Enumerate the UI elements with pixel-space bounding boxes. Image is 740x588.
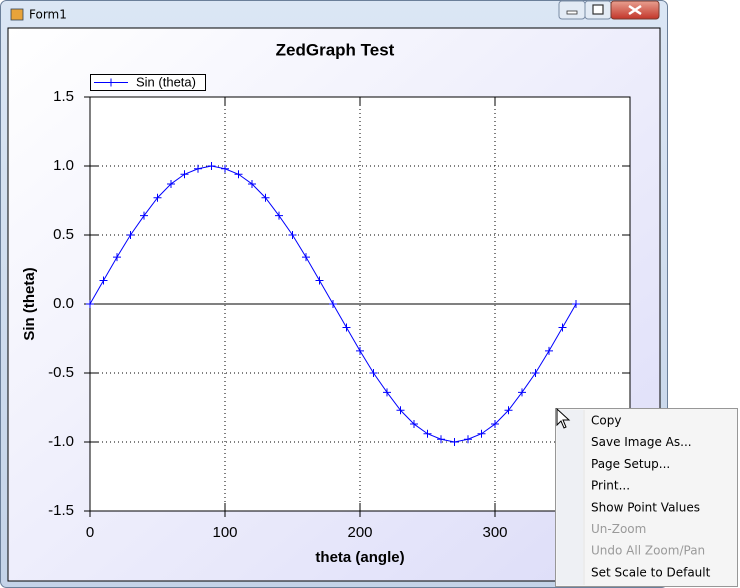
y-tick-label: -1.0 (48, 433, 74, 450)
minimize-button[interactable] (558, 0, 586, 20)
y-tick-label: -0.5 (48, 364, 74, 381)
point-marker (140, 211, 148, 220)
mouse-cursor (556, 407, 571, 429)
point-marker (450, 438, 459, 446)
menu-item[interactable]: Copy (591, 414, 621, 428)
x-axis-title: theta (angle) (315, 549, 404, 566)
menu-gutter (557, 410, 583, 585)
y-tick-label: 0.0 (53, 295, 74, 312)
menu-item[interactable]: Save Image As... (591, 435, 692, 449)
point-marker (194, 164, 202, 173)
point-marker (464, 435, 472, 444)
point-marker (410, 420, 418, 429)
point-marker (234, 170, 243, 179)
point-marker (491, 420, 499, 429)
point-marker (113, 253, 121, 262)
point-marker (545, 346, 553, 355)
minimize-icon (566, 10, 578, 15)
point-marker (126, 231, 135, 239)
point-marker (423, 429, 432, 438)
context-menu: Copy Save Image As... Page Setup... Print..… (555, 408, 738, 587)
x-tick-label: 100 (212, 524, 237, 541)
point-marker (302, 253, 310, 262)
menu-item: Un-Zoom (591, 522, 646, 536)
point-marker (369, 369, 378, 377)
point-marker (531, 369, 540, 377)
point-marker (572, 300, 580, 308)
y-tick-label: 0.5 (53, 226, 74, 243)
point-marker (275, 211, 283, 220)
legend-marker (107, 78, 115, 87)
point-marker (99, 276, 108, 285)
menu-item[interactable]: Page Setup... (591, 457, 670, 471)
point-marker (383, 388, 391, 397)
menu-item[interactable]: Set Scale to Default (591, 565, 711, 579)
x-tick-label: 0 (86, 524, 94, 541)
point-marker (342, 323, 351, 332)
point-marker (207, 162, 216, 170)
point-marker (261, 193, 270, 202)
point-marker (477, 429, 486, 438)
y-tick-label: -1.5 (48, 502, 74, 519)
point-marker (86, 300, 94, 308)
maximize-icon (592, 4, 604, 15)
point-marker (248, 179, 256, 188)
menu-item[interactable]: Print... (591, 479, 630, 493)
point-marker (396, 406, 405, 415)
point-marker (153, 193, 162, 202)
window-icon (10, 8, 24, 21)
legend-box (90, 74, 206, 91)
x-tick-label: 300 (482, 524, 507, 541)
y-tick-label: 1.0 (53, 157, 74, 174)
close-icon (628, 4, 642, 16)
chart-title: ZedGraph Test (276, 40, 395, 59)
legend-label: Sin (theta) (136, 74, 196, 89)
point-marker (288, 231, 297, 239)
window-title: Form1 (29, 8, 67, 22)
menu-item: Undo All Zoom/Pan (591, 544, 705, 558)
x-tick-label: 200 (347, 524, 372, 541)
point-marker (518, 388, 526, 397)
y-tick-label: 1.5 (53, 88, 74, 105)
menu-background (555, 408, 738, 587)
point-marker (558, 323, 567, 332)
y-axis-title: Sin (theta) (21, 267, 38, 340)
point-marker (437, 435, 445, 444)
point-marker (356, 346, 364, 355)
point-marker (221, 164, 229, 173)
point-marker (315, 276, 324, 285)
point-marker (504, 406, 513, 415)
point-marker (167, 179, 175, 188)
menu-item[interactable]: Show Point Values (591, 500, 700, 514)
point-marker (180, 170, 189, 179)
point-marker (329, 300, 337, 308)
